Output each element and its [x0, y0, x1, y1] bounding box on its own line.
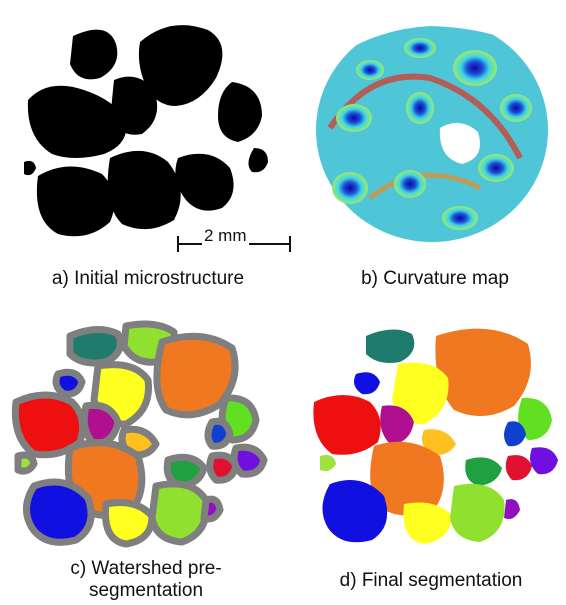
scale-bar-label: 2 mm [202, 226, 249, 246]
grain-red-small [505, 455, 532, 481]
panel-watershed-presegmentation [6, 318, 286, 548]
caption-panel-c-line2: segmentation [88, 580, 204, 601]
grain-left-mid [27, 85, 127, 158]
grain-magenta [380, 405, 414, 444]
curvature-spot-2 [404, 38, 436, 58]
panel-curvature-map [310, 8, 560, 248]
watershed-image [11, 320, 268, 548]
curvature-spot-5 [406, 92, 434, 124]
grain-lime-small [14, 451, 38, 475]
grain-blue-right [504, 421, 526, 447]
grain-lime-lower [450, 483, 505, 542]
caption-panel-c-line1: c) Watershed pre- [70, 558, 222, 579]
grain-blue-small [52, 368, 86, 398]
grain-blue-large [23, 478, 95, 546]
caption-panel-b: b) Curvature map [361, 268, 509, 289]
curvature-spot-3 [453, 50, 497, 86]
grain-yellow-lower [101, 499, 156, 548]
grain-teal [366, 329, 415, 363]
grain-violet-small [200, 495, 224, 523]
grain-darkgreen [163, 453, 208, 490]
grain-right-mid [218, 82, 262, 142]
curvature-spot-1 [356, 60, 384, 80]
grain-lime-small [320, 455, 336, 472]
grain-green-right [518, 397, 552, 440]
microstructure-image [24, 25, 268, 237]
grain-small-left [24, 160, 36, 176]
grain-lower-right [175, 153, 234, 211]
grain-orange-lower [370, 441, 444, 516]
grain-orange-large [435, 328, 531, 417]
grain-orange-large [153, 332, 239, 419]
grain-blue-small [354, 372, 380, 395]
grain-red [313, 395, 381, 455]
grain-violet-small [504, 499, 520, 519]
curvature-spot-10 [478, 154, 514, 182]
curvature-spot-6 [500, 94, 532, 122]
panel-initial-microstructure [18, 8, 288, 248]
grain-purple [230, 443, 268, 478]
grain-top-right [138, 25, 223, 107]
curvature-spot-4 [336, 104, 372, 132]
panel-final-segmentation [300, 318, 560, 548]
grain-top-left [70, 29, 118, 80]
final-segmentation-image [313, 328, 558, 544]
curvature-spot-7 [332, 172, 368, 204]
grain-small-right [248, 148, 268, 173]
grain-blue-large [322, 480, 388, 543]
grain-lower-center [107, 150, 181, 230]
grain-magenta [80, 401, 122, 448]
grain-darkgreen [465, 457, 502, 486]
grain-yellow-top [392, 362, 449, 425]
curvature-map-image [310, 8, 560, 248]
grain-teal [66, 326, 124, 367]
grain-yellow-lower [403, 502, 452, 544]
grain-lower-left [36, 166, 115, 237]
grain-gold [422, 429, 456, 455]
grain-red-small [206, 451, 240, 484]
caption-panel-d: d) Final segmentation [339, 570, 523, 591]
curvature-spot-9 [442, 206, 478, 230]
grain-blue-right [204, 417, 234, 450]
caption-panel-a: a) Initial microstructure [51, 268, 245, 289]
grain-purple [530, 447, 558, 475]
grain-center [110, 76, 158, 135]
grain-lime-lower [148, 480, 210, 546]
curvature-spot-8 [394, 170, 426, 198]
